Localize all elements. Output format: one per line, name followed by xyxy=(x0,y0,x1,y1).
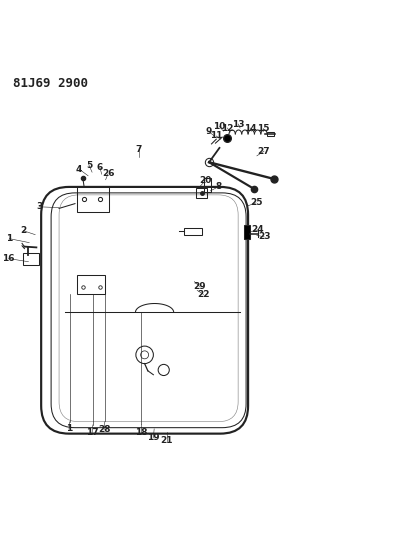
Text: 2: 2 xyxy=(20,226,26,235)
Text: 23: 23 xyxy=(258,232,270,241)
Text: 21: 21 xyxy=(160,437,173,445)
Text: 14: 14 xyxy=(244,124,256,133)
Text: 25: 25 xyxy=(250,198,262,207)
Text: 15: 15 xyxy=(257,124,270,133)
Text: 5: 5 xyxy=(86,160,92,169)
Bar xyxy=(77,187,109,212)
Text: 17: 17 xyxy=(86,429,98,438)
Text: 13: 13 xyxy=(232,119,244,128)
Text: 4: 4 xyxy=(76,165,82,174)
Bar xyxy=(196,188,208,198)
Text: 27: 27 xyxy=(258,147,270,156)
Bar xyxy=(204,178,212,192)
Text: 81J69 2900: 81J69 2900 xyxy=(13,77,88,91)
Bar xyxy=(23,253,39,264)
Text: 28: 28 xyxy=(98,425,110,434)
Text: 16: 16 xyxy=(2,254,15,263)
Bar xyxy=(244,225,250,239)
Text: 24: 24 xyxy=(252,225,264,235)
Text: 6: 6 xyxy=(97,163,103,172)
Text: 29: 29 xyxy=(193,282,206,291)
Text: 1: 1 xyxy=(66,424,72,433)
Text: 1: 1 xyxy=(6,234,12,243)
Text: 11: 11 xyxy=(210,132,222,141)
Text: 12: 12 xyxy=(221,124,234,133)
Text: 22: 22 xyxy=(197,290,210,299)
Text: 3: 3 xyxy=(36,203,42,211)
Text: 10: 10 xyxy=(213,122,226,131)
Text: 8: 8 xyxy=(215,182,221,191)
Text: 9: 9 xyxy=(205,127,212,136)
Text: 18: 18 xyxy=(135,429,148,438)
Bar xyxy=(77,275,105,294)
Text: 19: 19 xyxy=(147,433,160,442)
Bar xyxy=(184,228,202,236)
Text: 7: 7 xyxy=(136,144,142,154)
Text: 26: 26 xyxy=(102,169,114,178)
Bar xyxy=(267,132,274,136)
Text: 20: 20 xyxy=(199,176,211,185)
